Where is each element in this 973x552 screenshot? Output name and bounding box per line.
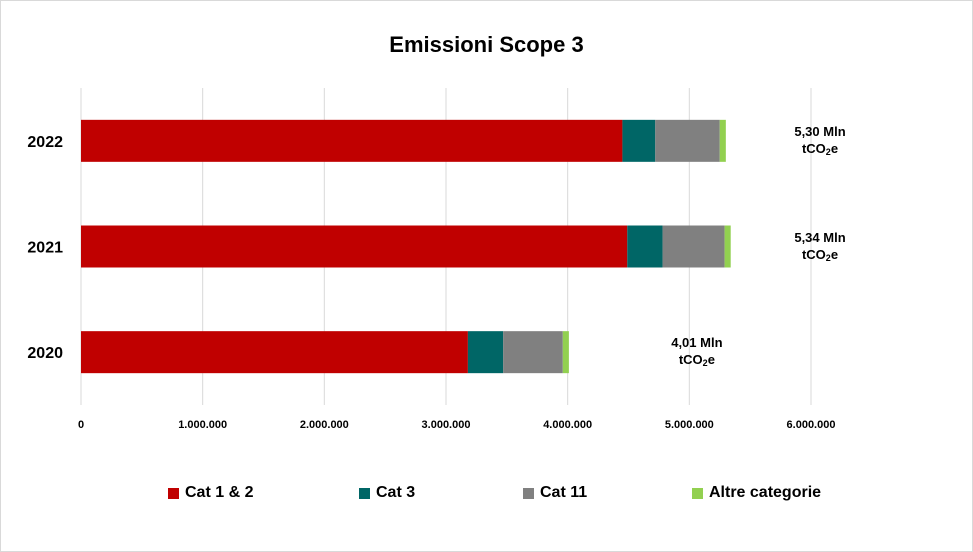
unit-main: tCO bbox=[678, 352, 703, 368]
unit-tail: e bbox=[830, 246, 839, 262]
total-label: 4,01 Mln tCO2e bbox=[637, 334, 757, 368]
total-value: 4,01 Mln bbox=[671, 335, 723, 351]
legend-label: Cat 3 bbox=[376, 484, 416, 501]
legend-swatch bbox=[523, 487, 534, 499]
legend-swatch bbox=[359, 487, 370, 499]
x-tick-label: 4.000.000 bbox=[543, 419, 592, 431]
x-tick-label: 2.000.000 bbox=[300, 419, 349, 431]
unit-main: tCO bbox=[801, 140, 826, 156]
x-tick-label: 3.000.000 bbox=[422, 419, 471, 431]
bar-segment bbox=[622, 119, 656, 162]
legend-item: Cat 11 bbox=[523, 484, 587, 502]
bars bbox=[81, 119, 731, 374]
total-value: 5,34 Mln bbox=[794, 229, 846, 245]
bar-segment bbox=[662, 225, 725, 268]
unit-subscript: 2 bbox=[702, 358, 708, 369]
x-axis-labels: 0 1.000.000 2.000.000 3.000.000 4.000.000 5.0… bbox=[78, 419, 836, 431]
legend-label: Altre categorie bbox=[709, 484, 822, 501]
total-unit: tCO2e bbox=[760, 140, 880, 157]
bar-segment bbox=[562, 331, 569, 374]
total-value: 5,30 Mln bbox=[794, 123, 846, 139]
y-category-label: 2021 bbox=[27, 240, 63, 257]
total-unit: tCO2e bbox=[760, 246, 880, 263]
total-label: 5,34 Mln tCO2e bbox=[760, 229, 880, 263]
bar-segment bbox=[724, 225, 731, 268]
bar-segment bbox=[627, 225, 663, 268]
bar-segment bbox=[719, 119, 726, 162]
x-tick-label: 6.000.000 bbox=[787, 419, 836, 431]
chart-title: Emissioni Scope 3 bbox=[389, 32, 584, 57]
legend-label: Cat 11 bbox=[540, 484, 588, 501]
legend-item: Altre categorie bbox=[692, 484, 821, 502]
x-tick-label: 0 bbox=[78, 419, 84, 431]
x-tick-label: 5.000.000 bbox=[665, 419, 714, 431]
bar-segment bbox=[81, 331, 468, 374]
legend: Cat 1 & 2 Cat 3 Cat 11 Altre categorie bbox=[0, 484, 973, 506]
y-category-label: 2020 bbox=[27, 345, 63, 362]
unit-main: tCO bbox=[801, 246, 826, 262]
legend-item: Cat 1 & 2 bbox=[168, 484, 253, 502]
unit-tail: e bbox=[830, 140, 839, 156]
bar-segment bbox=[81, 225, 628, 268]
bar-segment bbox=[655, 119, 720, 162]
legend-item: Cat 3 bbox=[359, 484, 415, 502]
y-category-label: 2022 bbox=[27, 134, 63, 151]
bar-segment bbox=[503, 331, 563, 374]
bar-segment bbox=[81, 119, 623, 162]
legend-swatch bbox=[692, 487, 703, 499]
unit-subscript: 2 bbox=[825, 252, 831, 263]
bar-segment bbox=[467, 331, 504, 374]
total-unit: tCO2e bbox=[637, 351, 757, 368]
legend-swatch bbox=[168, 487, 179, 499]
x-tick-label: 1.000.000 bbox=[178, 419, 227, 431]
legend-label: Cat 1 & 2 bbox=[185, 484, 254, 501]
total-label: 5,30 Mln tCO2e bbox=[760, 123, 880, 157]
unit-subscript: 2 bbox=[825, 146, 831, 157]
unit-tail: e bbox=[707, 352, 715, 368]
y-axis-labels: 2022 2021 2020 bbox=[27, 134, 63, 362]
